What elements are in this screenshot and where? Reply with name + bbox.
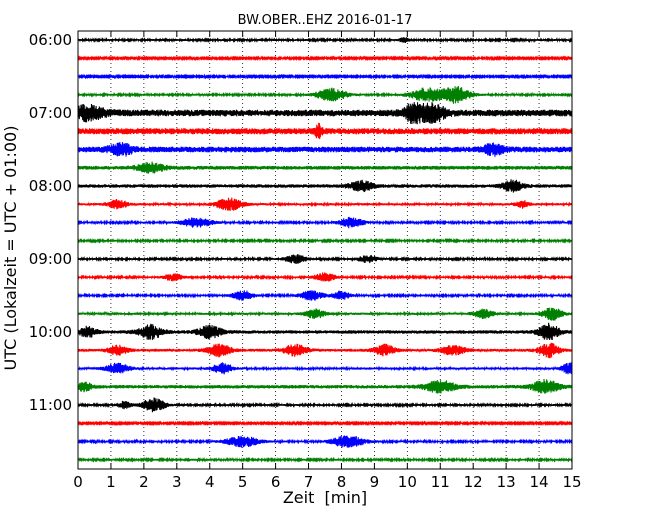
x-tick-label-4: 4 <box>205 473 215 491</box>
plot-frame <box>77 30 573 470</box>
x-tick-label-2: 2 <box>139 473 149 491</box>
y-tick-label-5: 11:00 <box>29 396 72 414</box>
trace-1130 <box>77 435 573 448</box>
trace-0900 <box>77 254 573 265</box>
x-tick-label-7: 7 <box>304 473 314 491</box>
trace-0815 <box>77 197 573 211</box>
trace-0830 <box>77 216 573 229</box>
trace-0615 <box>77 55 573 62</box>
x-tick-label-5: 5 <box>238 473 248 491</box>
y-tick-label-0: 06:00 <box>29 31 72 49</box>
y-axis-ticks: 06:00 07:00 08:00 09:00 10:00 11:00 <box>29 31 572 414</box>
y-axis-label: UTC (Lokalzeit = UTC + 01:00) <box>1 126 20 371</box>
y-tick-label-2: 08:00 <box>29 177 72 195</box>
trace-0715 <box>77 122 573 140</box>
x-tick-label-12: 12 <box>464 473 483 491</box>
x-axis-ticks: 0 1 2 3 4 5 6 7 8 9 10 11 12 13 14 15 <box>73 31 582 491</box>
x-tick-label-14: 14 <box>530 473 549 491</box>
x-tick-label-0: 0 <box>73 473 83 491</box>
x-tick-label-6: 6 <box>271 473 281 491</box>
chart-title: BW.OBER..EHZ 2016-01-17 <box>238 13 413 28</box>
x-tick-label-10: 10 <box>398 473 417 491</box>
trace-group <box>77 36 573 463</box>
x-axis-label: Zeit [min] <box>283 488 367 507</box>
y-tick-label-4: 10:00 <box>29 323 72 341</box>
x-tick-label-11: 11 <box>431 473 450 491</box>
trace-1115 <box>77 420 573 427</box>
trace-0700 <box>77 102 573 125</box>
trace-1015 <box>77 342 573 359</box>
trace-0915 <box>77 272 573 282</box>
trace-0630 <box>77 73 573 80</box>
trace-1045 <box>77 379 573 394</box>
y-tick-label-1: 07:00 <box>29 104 72 122</box>
trace-0800 <box>77 179 573 193</box>
x-tick-label-9: 9 <box>370 473 380 491</box>
x-tick-label-13: 13 <box>497 473 516 491</box>
y-tick-label-3: 09:00 <box>29 250 72 268</box>
trace-0645 <box>77 85 573 104</box>
trace-0845 <box>77 237 573 244</box>
x-tick-label-1: 1 <box>106 473 116 491</box>
trace-0730 <box>77 142 573 157</box>
trace-0600 <box>77 36 573 44</box>
trace-1100 <box>77 397 573 413</box>
trace-0745 <box>77 161 573 174</box>
trace-0945 <box>77 307 573 321</box>
x-tick-label-8: 8 <box>337 473 347 491</box>
trace-1145 <box>77 456 573 463</box>
trace-1030 <box>77 362 573 375</box>
x-tick-label-3: 3 <box>172 473 182 491</box>
trace-0930 <box>77 290 573 301</box>
trace-1000 <box>77 322 573 341</box>
x-tick-label-15: 15 <box>562 473 581 491</box>
